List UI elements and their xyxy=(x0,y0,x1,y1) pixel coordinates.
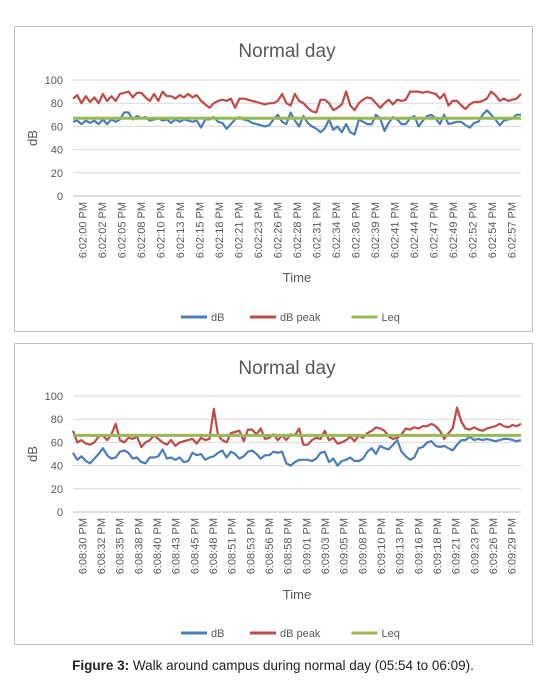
chart-2-x-tick-label: 6:09:05 PM xyxy=(339,518,351,574)
chart-1-x-tick-label: 6:02:57 PM xyxy=(506,202,518,258)
chart-1-legend-db-label: dB xyxy=(211,312,224,324)
chart-1-x-tick-label: 6:02:47 PM xyxy=(428,202,440,258)
chart-1-x-tick-label: 6:02:00 PM xyxy=(78,202,90,258)
chart-1-series-db-line xyxy=(72,109,521,136)
chart-1-x-tick-label: 6:02:05 PM xyxy=(117,202,129,258)
chart-2-legend-leq-label: Leq xyxy=(382,628,400,640)
chart-2-x-tick-label: 6:08:48 PM xyxy=(208,518,220,574)
chart-1-y-tick-label: 80 xyxy=(51,98,63,110)
chart-1-y-tick-label: 0 xyxy=(57,191,63,203)
chart-1-x-tick-label: 6:02:44 PM xyxy=(409,202,421,258)
chart-2-x-tick-label: 6:09:26 PM xyxy=(488,518,500,574)
chart-1-y-tick-label: 60 xyxy=(51,121,63,133)
chart-2-title: Normal day xyxy=(238,358,336,379)
chart-2-x-tick-label: 6:09:13 PM xyxy=(395,518,407,574)
chart-2-y-tick-label: 40 xyxy=(51,461,63,473)
chart-2-x-tick-label: 6:09:18 PM xyxy=(432,518,444,574)
chart-1-y-axis-label: dB xyxy=(25,130,40,146)
chart-2-y-tick-label: 100 xyxy=(45,391,63,403)
chart-panel-1: Normal day 0 20 40 60 80 100 dB 6:02:00 PM 6:02:0… xyxy=(14,26,533,332)
chart-1-series-db-peak-line xyxy=(72,90,522,114)
chart-2-x-tick-label: 6:08:58 PM xyxy=(283,518,295,574)
chart-2-x-tick-label: 6:08:30 PM xyxy=(77,518,89,574)
chart-2-x-tick-label: 6:09:03 PM xyxy=(320,518,332,574)
figure-caption-label: Figure 3: xyxy=(72,658,130,673)
chart-2-y-tick-label: 60 xyxy=(51,437,63,449)
chart-panel-2: Normal day 0 20 40 60 80 100 dB 6:08:30 PM 6:08:3… xyxy=(14,343,533,645)
chart-1-x-tick-label: 6:02:18 PM xyxy=(214,202,226,258)
chart-1-legend-leq-label: Leq xyxy=(382,312,400,324)
figure-caption-text: Walk around campus during normal day (05… xyxy=(132,658,474,673)
chart-1-x-tick-label: 6:02:36 PM xyxy=(350,202,362,258)
chart-1-x-tick-label: 6:02:39 PM xyxy=(370,202,382,258)
chart-2-x-tick-label: 6:08:53 PM xyxy=(245,518,257,574)
chart-2-svg: Normal day 0 20 40 60 80 100 dB 6:08:30 PM 6:08:3… xyxy=(25,358,522,640)
chart-1-x-tick-label: 6:02:23 PM xyxy=(253,202,265,258)
chart-1-x-tick-label: 6:02:54 PM xyxy=(487,202,499,258)
chart-2-legend-db-label: dB xyxy=(211,628,224,640)
chart-2-x-tick-label: 6:09:01 PM xyxy=(301,518,313,574)
chart-2-x-tick-label: 6:09:10 PM xyxy=(376,518,388,574)
chart-1-y-tick-label: 100 xyxy=(45,75,63,87)
chart-2-y-tick-label: 0 xyxy=(57,507,63,519)
chart-1-x-tick-label: 6:02:15 PM xyxy=(195,202,207,258)
chart-2-series-db-line xyxy=(72,435,522,467)
chart-2-x-tick-label: 6:08:43 PM xyxy=(171,518,183,574)
chart-2-x-tick-label: 6:09:21 PM xyxy=(451,518,463,574)
chart-1-y-tick-label: 20 xyxy=(51,168,63,180)
chart-2-x-tick-label: 6:08:35 PM xyxy=(115,518,127,574)
chart-2-y-tick-label: 80 xyxy=(51,414,63,426)
chart-2-legend-db-peak-label: dB peak xyxy=(280,628,321,640)
chart-2-y-tick-label: 20 xyxy=(51,484,63,496)
chart-1-x-tick-label: 6:02:21 PM xyxy=(234,202,246,258)
chart-1-y-tick-label: 40 xyxy=(51,145,63,157)
chart-1-x-tick-label: 6:02:08 PM xyxy=(136,202,148,258)
chart-2-x-tick-label: 6:08:51 PM xyxy=(227,518,239,574)
chart-1-x-axis-label: Time xyxy=(283,270,311,285)
chart-1-x-tick-label: 6:02:52 PM xyxy=(467,202,479,258)
chart-1-x-tick-label: 6:02:10 PM xyxy=(156,202,168,258)
chart-2-x-tick-label: 6:08:40 PM xyxy=(152,518,164,574)
chart-1-x-tick-label: 6:02:26 PM xyxy=(273,202,285,258)
chart-1-x-tick-label: 6:02:49 PM xyxy=(448,202,460,258)
chart-1-svg: Normal day 0 20 40 60 80 100 dB 6:02:00 PM 6:02:0… xyxy=(25,41,522,324)
chart-2-x-tick-label: 6:08:45 PM xyxy=(189,518,201,574)
chart-2-y-axis-label: dB xyxy=(25,446,40,462)
chart-2-x-axis-label: Time xyxy=(283,587,311,602)
chart-1-x-tick-label: 6:02:31 PM xyxy=(311,202,323,258)
chart-1-legend-db-peak-label: dB peak xyxy=(280,312,321,324)
chart-2-x-tick-label: 6:09:29 PM xyxy=(507,518,519,574)
chart-2-x-tick-label: 6:08:32 PM xyxy=(96,518,108,574)
chart-1-title: Normal day xyxy=(238,41,336,62)
chart-1-x-tick-label: 6:02:02 PM xyxy=(97,202,109,258)
chart-1-x-tick-label: 6:02:41 PM xyxy=(389,202,401,258)
chart-2-x-tick-label: 6:09:23 PM xyxy=(469,518,481,574)
chart-2-series-db-peak-line xyxy=(71,406,522,449)
chart-1-x-tick-label: 6:02:13 PM xyxy=(175,202,187,258)
chart-2-x-tick-label: 6:09:16 PM xyxy=(413,518,425,574)
chart-2-x-tick-label: 6:08:38 PM xyxy=(133,518,145,574)
chart-1-x-tick-label: 6:02:28 PM xyxy=(292,202,304,258)
chart-2-x-tick-label: 6:09:08 PM xyxy=(357,518,369,574)
figure-caption: Figure 3: Walk around campus during norm… xyxy=(0,658,546,673)
chart-1-x-tick-label: 6:02:34 PM xyxy=(331,202,343,258)
chart-2-x-tick-label: 6:08:56 PM xyxy=(264,518,276,574)
